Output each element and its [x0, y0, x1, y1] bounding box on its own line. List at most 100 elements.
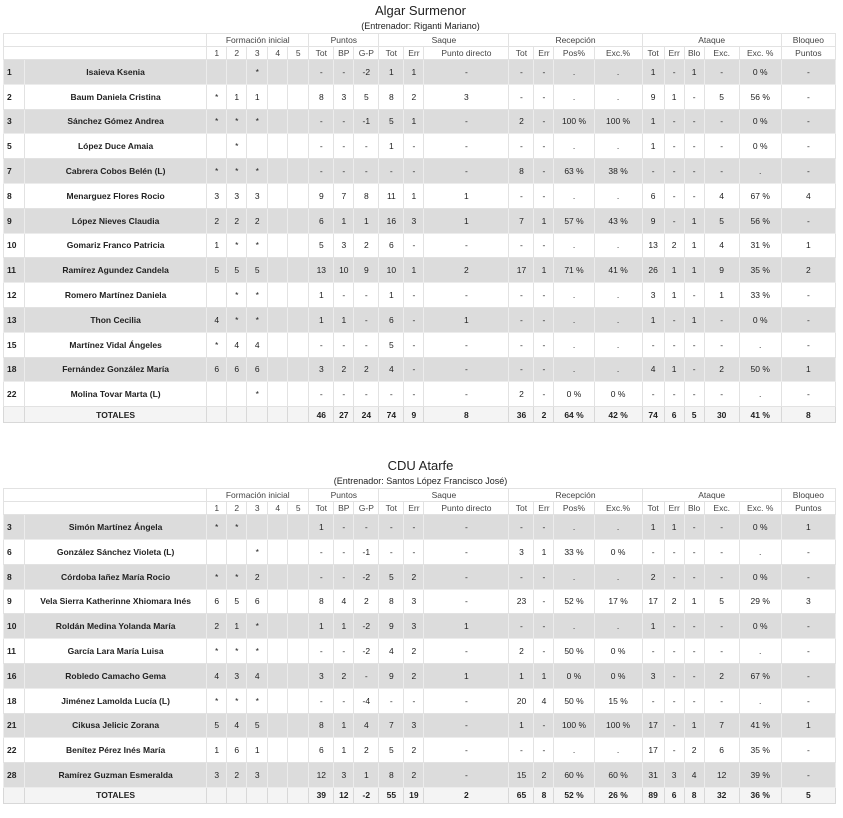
stat-cell: - [423, 356, 510, 383]
stat-cell: 100 % [593, 712, 643, 739]
coach: (Entrenador: Santos López Francisco José… [333, 476, 508, 487]
stat-cell: 11 [378, 182, 405, 209]
stat-cell: 4 [533, 687, 555, 714]
player-row: 15 Martínez Vidal Ángeles * 4 4- - -5- - - -.. - - -… [2, 331, 837, 358]
totals-row: TOTALES 46 27 24 74 9 8 36 2 64 % 42 % 74 6 5 30 41 % 8 [2, 406, 837, 424]
stat-cell: 5 [206, 257, 228, 284]
stat-cell [287, 257, 310, 284]
stat-cell: 1 [533, 257, 555, 284]
stat-cell: - [663, 207, 685, 234]
stat-cell: 0 % [593, 381, 643, 408]
stat-cell: - [780, 306, 837, 333]
player-name: Cikusa Jelicic Zorana [24, 712, 208, 739]
stat-cell: 1 [333, 613, 355, 640]
stat-cell: - [353, 158, 380, 184]
stat-cell: 0 % [738, 59, 782, 85]
player-number: 6 [2, 538, 26, 565]
stat-cell: - [423, 133, 510, 160]
stat-cell: - [423, 232, 510, 259]
sub-header: 5 [287, 46, 310, 60]
stat-cell [287, 588, 310, 615]
stat-cell: - [641, 158, 665, 184]
group-header: Saque [378, 33, 510, 47]
stat-cell: - [703, 687, 740, 714]
stat-cell [206, 282, 228, 308]
stat-cell: 9 [378, 613, 405, 640]
sub-header: Tot [508, 46, 535, 60]
stat-cell: - [403, 232, 425, 259]
stat-cell: - [780, 381, 837, 408]
stat-cell: 1 [423, 207, 510, 234]
stat-cell: - [663, 737, 685, 764]
stat-cell: 5 [308, 232, 335, 259]
player-row: 12 Romero Martínez Daniela * * 1- -1- - - -.. 3 1-… [2, 282, 837, 308]
stat-cell: - [403, 306, 425, 333]
player-number: 1 [2, 59, 26, 85]
stat-cell: 20 [508, 687, 535, 714]
stat-cell: - [703, 158, 740, 184]
sub-header: BP [333, 501, 355, 516]
stat-cell: - [683, 381, 705, 408]
stat-cell: 52 % [553, 588, 595, 615]
stat-cell: - [353, 514, 380, 540]
stat-cell: . [593, 83, 643, 110]
stat-cell: 2 [508, 638, 535, 664]
stat-cell: 3 [403, 207, 425, 234]
stat-cell: 56 % [738, 207, 782, 234]
player-number: 18 [2, 687, 26, 714]
player-name: Roldán Medina Yolanda María [24, 613, 208, 640]
stat-cell [287, 638, 310, 664]
stat-cell: 2 [353, 737, 380, 764]
stat-cell: . [738, 381, 782, 408]
stat-cell: - [508, 331, 535, 358]
player-row: 2 Baum Daniela Cristina * 1 1 8 3 5 8 2 3- -.. 9 1-5 5… [2, 83, 837, 110]
stat-cell: 1 [683, 59, 705, 85]
totals-value: 36 % [738, 786, 782, 804]
stat-cell: - [533, 331, 555, 358]
stat-cell: -2 [353, 638, 380, 664]
sub-header: Tot [641, 46, 665, 60]
table-foot: TOTALES 46 27 24 74 9 8 36 2 64 % 42 % 74 6 5 30 41 % 8 [2, 406, 837, 424]
stat-cell: - [780, 282, 837, 308]
sub-header-row: 1 2 3 4 5 Tot BP G-P Tot Err Punto directo Tot Err Po… [2, 501, 837, 516]
stat-cell: 5 [206, 712, 228, 739]
team-title: Algar Surmenor [374, 3, 467, 18]
stat-cell: - [663, 182, 685, 209]
sub-header: Punto directo [423, 501, 510, 516]
stat-cell: 2 [333, 662, 355, 689]
stat-cell: 6 [226, 737, 248, 764]
stat-cell: 2 [508, 108, 535, 135]
header-cell [2, 33, 208, 47]
player-name: Robledo Camacho Gema [24, 662, 208, 689]
stat-cell: 1 [683, 257, 705, 284]
stat-cell: 39 % [738, 762, 782, 788]
stat-cell: - [308, 381, 335, 408]
stat-cell: . [593, 133, 643, 160]
stat-cell: 1 [663, 356, 685, 383]
stat-cell: - [780, 133, 837, 160]
stat-cell [267, 282, 289, 308]
stat-cell: 1 [641, 514, 665, 540]
stat-cell: 1 [423, 613, 510, 640]
stat-cell: - [423, 381, 510, 408]
stat-cell: 6 [206, 588, 228, 615]
stat-cell: 2 [353, 356, 380, 383]
stat-cell: 10 [378, 257, 405, 284]
stat-cell [267, 83, 289, 110]
stat-cell: - [423, 59, 510, 85]
totals-value: 55 [378, 786, 405, 804]
player-name: García Lara María Luisa [24, 638, 208, 664]
stat-cell: - [353, 331, 380, 358]
stat-cell: - [663, 662, 685, 689]
sub-header: 2 [226, 46, 248, 60]
stat-cell: 1 [333, 737, 355, 764]
stat-cell [287, 158, 310, 184]
stat-cell: 17 [641, 712, 665, 739]
stat-cell: 57 % [553, 207, 595, 234]
stat-cell: - [683, 613, 705, 640]
stat-cell: 2 [403, 563, 425, 590]
player-row: 22 Molina Tovar Marta (L) * - - - - - -2-0 % 0 % -… [2, 381, 837, 408]
stat-cell: 29 % [738, 588, 782, 615]
